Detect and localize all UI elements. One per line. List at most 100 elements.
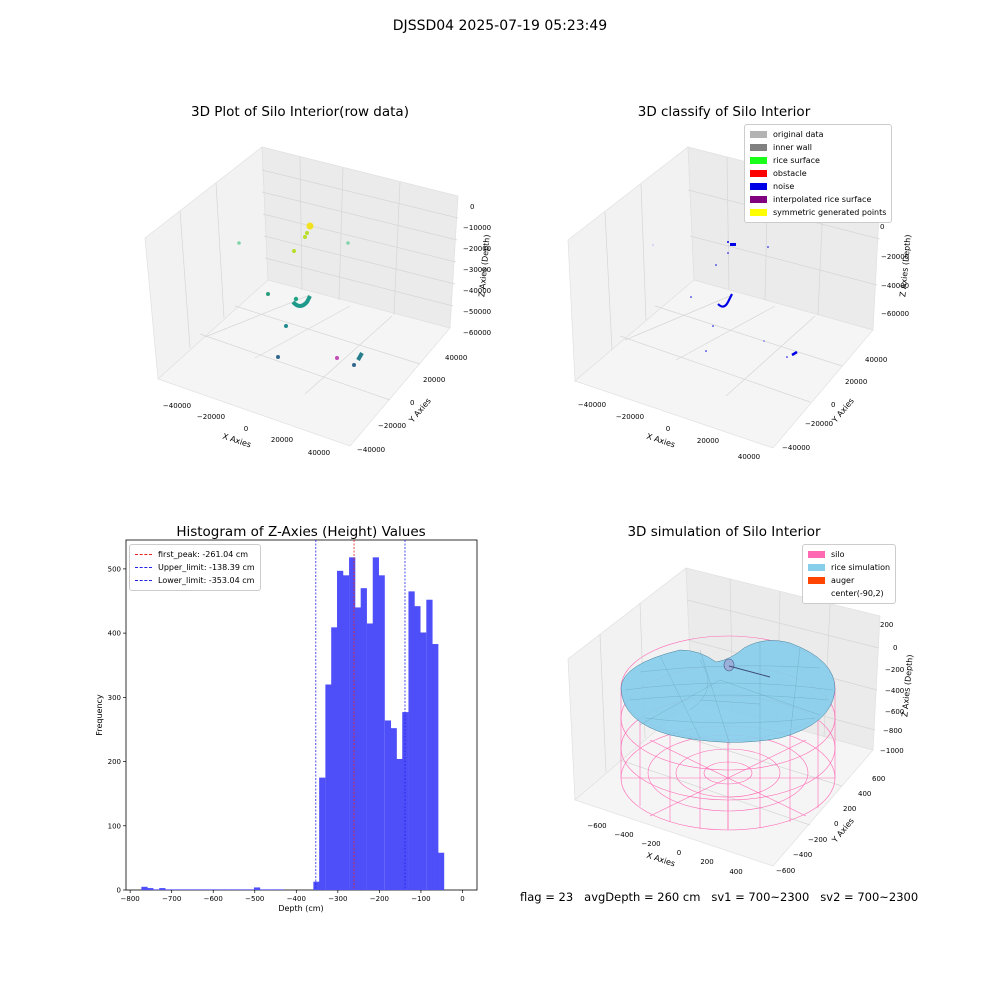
sim-ytick: 200 — [843, 805, 856, 813]
hist-bar — [414, 606, 421, 890]
legend-item-rice-simulation: rice simulation — [808, 561, 890, 574]
sv2-value: sv2 = 700~2300 — [820, 890, 919, 904]
hist-bar — [177, 889, 184, 890]
raw-ztick: 0 — [470, 203, 474, 211]
hist-bar — [170, 889, 178, 890]
class-xtick: −20000 — [616, 413, 644, 421]
rice-surface-mesh — [624, 642, 834, 746]
hist-reference-lines — [315, 540, 406, 890]
hist-xtick-label: −400 — [287, 895, 306, 903]
center-marker — [723, 658, 735, 672]
hist-bar — [141, 886, 148, 890]
legend-item-upper-limit: Upper_limit: -138.39 cm — [135, 561, 255, 574]
sim-ztick: −600 — [885, 708, 904, 716]
class-ytick: −20000 — [805, 420, 833, 428]
class-ytick: −40000 — [782, 444, 810, 452]
sim-xtick: −200 — [641, 840, 660, 848]
class-plot-title: 3D classify of Silo Interior — [637, 104, 811, 120]
sim-ytick: −400 — [793, 851, 812, 859]
hist-bar — [360, 588, 367, 890]
sim-xlabel: X Axies — [645, 851, 676, 869]
sim-ytick: 600 — [872, 775, 885, 783]
raw-xtick: 20000 — [271, 436, 293, 444]
class-y-ticks: 40000 20000 0 −20000 −40000 — [782, 356, 887, 452]
legend-item-inner-wall: inner wall — [750, 141, 886, 154]
class-x-ticks: −40000 −20000 0 20000 40000 — [578, 401, 760, 461]
hist-bar — [230, 889, 237, 890]
raw-3d-points — [237, 222, 364, 367]
stats-footer: flag = 23 avgDepth = 260 cm sv1 = 700~23… — [520, 890, 918, 904]
sim-z-ticks: 200 0 −200 −400 −600 −800 −1000 — [880, 621, 904, 755]
hist-ytick-label: 200 — [108, 758, 121, 766]
hist-xtick-label: −100 — [411, 895, 430, 903]
hist-ytick-label: 100 — [108, 822, 121, 830]
hist-bar — [182, 889, 190, 890]
figure-title: DJSSD04 2025-07-19 05:23:49 — [392, 18, 608, 34]
class-xtick: −40000 — [578, 401, 606, 409]
hist-ytick-label: 400 — [108, 630, 121, 638]
hist-bar — [159, 888, 166, 890]
auger-line — [728, 665, 771, 678]
raw-ztick: −60000 — [463, 329, 491, 337]
hist-bar — [426, 599, 433, 890]
legend-item-first-peak: first_peak: -261.04 cm — [135, 548, 255, 561]
raw-ztick: −50000 — [463, 308, 491, 316]
raw-ztick: −10000 — [463, 224, 491, 232]
hist-x-ticks: −800 −700 −600 −500 −400 −300 −200 −100 0 — [121, 890, 465, 903]
hist-title: Histogram of Z-Axies (Height) Values — [176, 524, 426, 540]
raw-ztick: −40000 — [463, 287, 491, 295]
raw-y-ticks: 40000 20000 0 −20000 −40000 — [357, 354, 467, 454]
raw-z-ticks: 0 −10000 −20000 −30000 −40000 −50000 −60… — [463, 203, 491, 337]
hist-bar — [437, 852, 445, 890]
sim-x-ticks: −600 −400 −200 0 200 400 — [587, 822, 742, 876]
raw-ytick: −20000 — [378, 422, 406, 430]
legend-item-center: center(-90,2) — [831, 589, 884, 598]
sim-ztick: −400 — [885, 687, 904, 695]
legend-item-auger: auger — [808, 574, 890, 587]
hist-xtick-label: −200 — [370, 895, 389, 903]
hist-bar — [325, 684, 332, 890]
hist-xtick-label: 0 — [460, 895, 464, 903]
rice-simulation-surface — [620, 640, 836, 743]
sim-ztick: −1000 — [880, 747, 904, 755]
hist-bar — [188, 889, 195, 890]
hist-bar — [248, 889, 255, 890]
hist-bar — [206, 889, 213, 890]
legend-item-silo: silo — [808, 548, 890, 561]
legend-item-lower-limit: Lower_limit: -353.04 cm — [135, 574, 255, 587]
hist-ylabel: Frequency — [95, 694, 104, 736]
hist-bar — [218, 889, 225, 890]
hist-bar — [349, 557, 356, 890]
legend-item-obstacle: obstacle — [750, 167, 886, 180]
hist-ytick-label: 500 — [108, 565, 121, 573]
raw-3d-panes — [144, 146, 459, 447]
hist-bars — [141, 557, 445, 890]
hist-bar — [402, 712, 409, 890]
raw-x-ticks: −40000 −20000 0 20000 40000 — [163, 402, 330, 457]
hist-legend: first_peak: -261.04 cm Upper_limit: -138… — [129, 544, 261, 591]
legend-item-noise: noise — [750, 180, 886, 193]
class-legend: original data inner wall rice surface ob… — [744, 124, 893, 223]
class-xtick: 40000 — [738, 453, 760, 461]
hist-xlabel: Depth (cm) — [278, 904, 323, 913]
hist-bar — [194, 889, 201, 890]
hist-bar — [378, 575, 385, 890]
hist-bar — [420, 632, 427, 890]
hist-bar — [384, 720, 392, 890]
hist-bar — [259, 889, 266, 890]
hist-bar — [342, 575, 350, 890]
hist-bar — [212, 889, 219, 890]
raw-xtick: 40000 — [308, 449, 330, 457]
sim-zlabel: Z Axies (Depth) — [900, 654, 914, 717]
sim-y-ticks: 600 400 200 0 −200 −400 −600 — [776, 775, 885, 875]
raw-3d-grid — [179, 156, 459, 401]
hist-bar — [153, 889, 160, 890]
sim-legend: silo rice simulation auger center(-90,2) — [802, 544, 897, 604]
sim-ztick: −200 — [885, 666, 904, 674]
sim-ytick: 400 — [858, 790, 871, 798]
class-ztick: 0 — [880, 223, 884, 231]
hist-bar — [331, 627, 338, 890]
